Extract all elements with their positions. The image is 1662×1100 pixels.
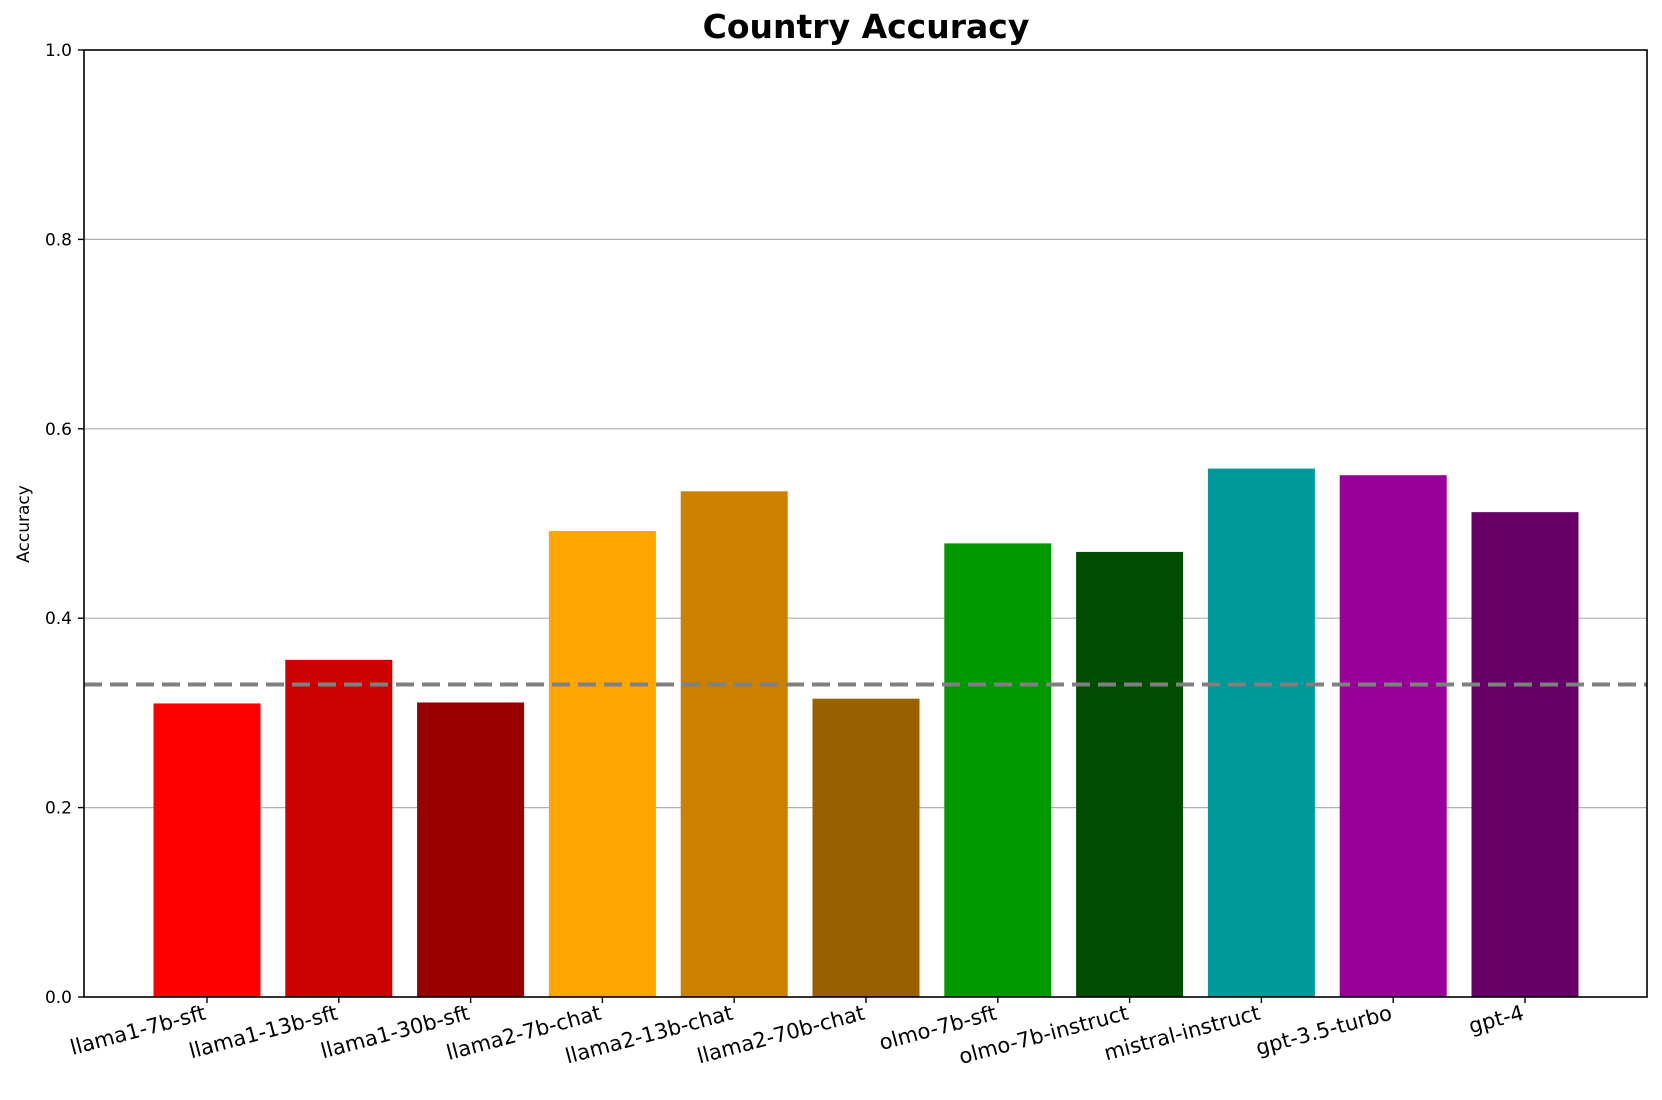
y-ticks: 0.0 0.2 0.4 0.6 0.8 1.0 (45, 41, 84, 1008)
x-tick-label: llama1-7b-sft (68, 1001, 209, 1060)
bar-mistral-instruct (1207, 468, 1315, 998)
bar-llama2-7b-chat (548, 531, 656, 997)
y-tick-label: 0.4 (45, 609, 72, 629)
bar-llama1-7b-sft (153, 703, 261, 997)
bar-olmo-7b-sft (944, 543, 1052, 997)
x-tick-label: gpt-3.5-turbo (1253, 1001, 1394, 1060)
x-ticks: llama1-7b-sftllama1-13b-sftllama1-30b-sf… (68, 997, 1526, 1069)
bar-olmo-7b-instruct (1076, 551, 1184, 997)
chart-title: Country Accuracy (703, 7, 1030, 46)
y-tick-label: 0.8 (45, 230, 72, 250)
y-axis-label: Accuracy (14, 485, 34, 563)
y-tick-label: 0.6 (45, 420, 72, 440)
bar-gpt-4 (1471, 512, 1579, 997)
y-tick-label: 0.2 (45, 799, 72, 819)
x-tick-label: llama1-13b-sft (186, 1001, 340, 1064)
bar-llama1-13b-sft (285, 659, 393, 997)
x-tick-label: gpt-4 (1466, 1001, 1526, 1039)
bar-llama1-30b-sft (417, 702, 525, 997)
bar-llama2-13b-chat (680, 491, 788, 997)
bar-llama2-70b-chat (812, 698, 920, 997)
bar-gpt-3.5-turbo (1339, 475, 1447, 997)
bars (153, 468, 1579, 998)
y-tick-label: 0.0 (45, 988, 72, 1008)
y-tick-label: 1.0 (45, 41, 72, 61)
